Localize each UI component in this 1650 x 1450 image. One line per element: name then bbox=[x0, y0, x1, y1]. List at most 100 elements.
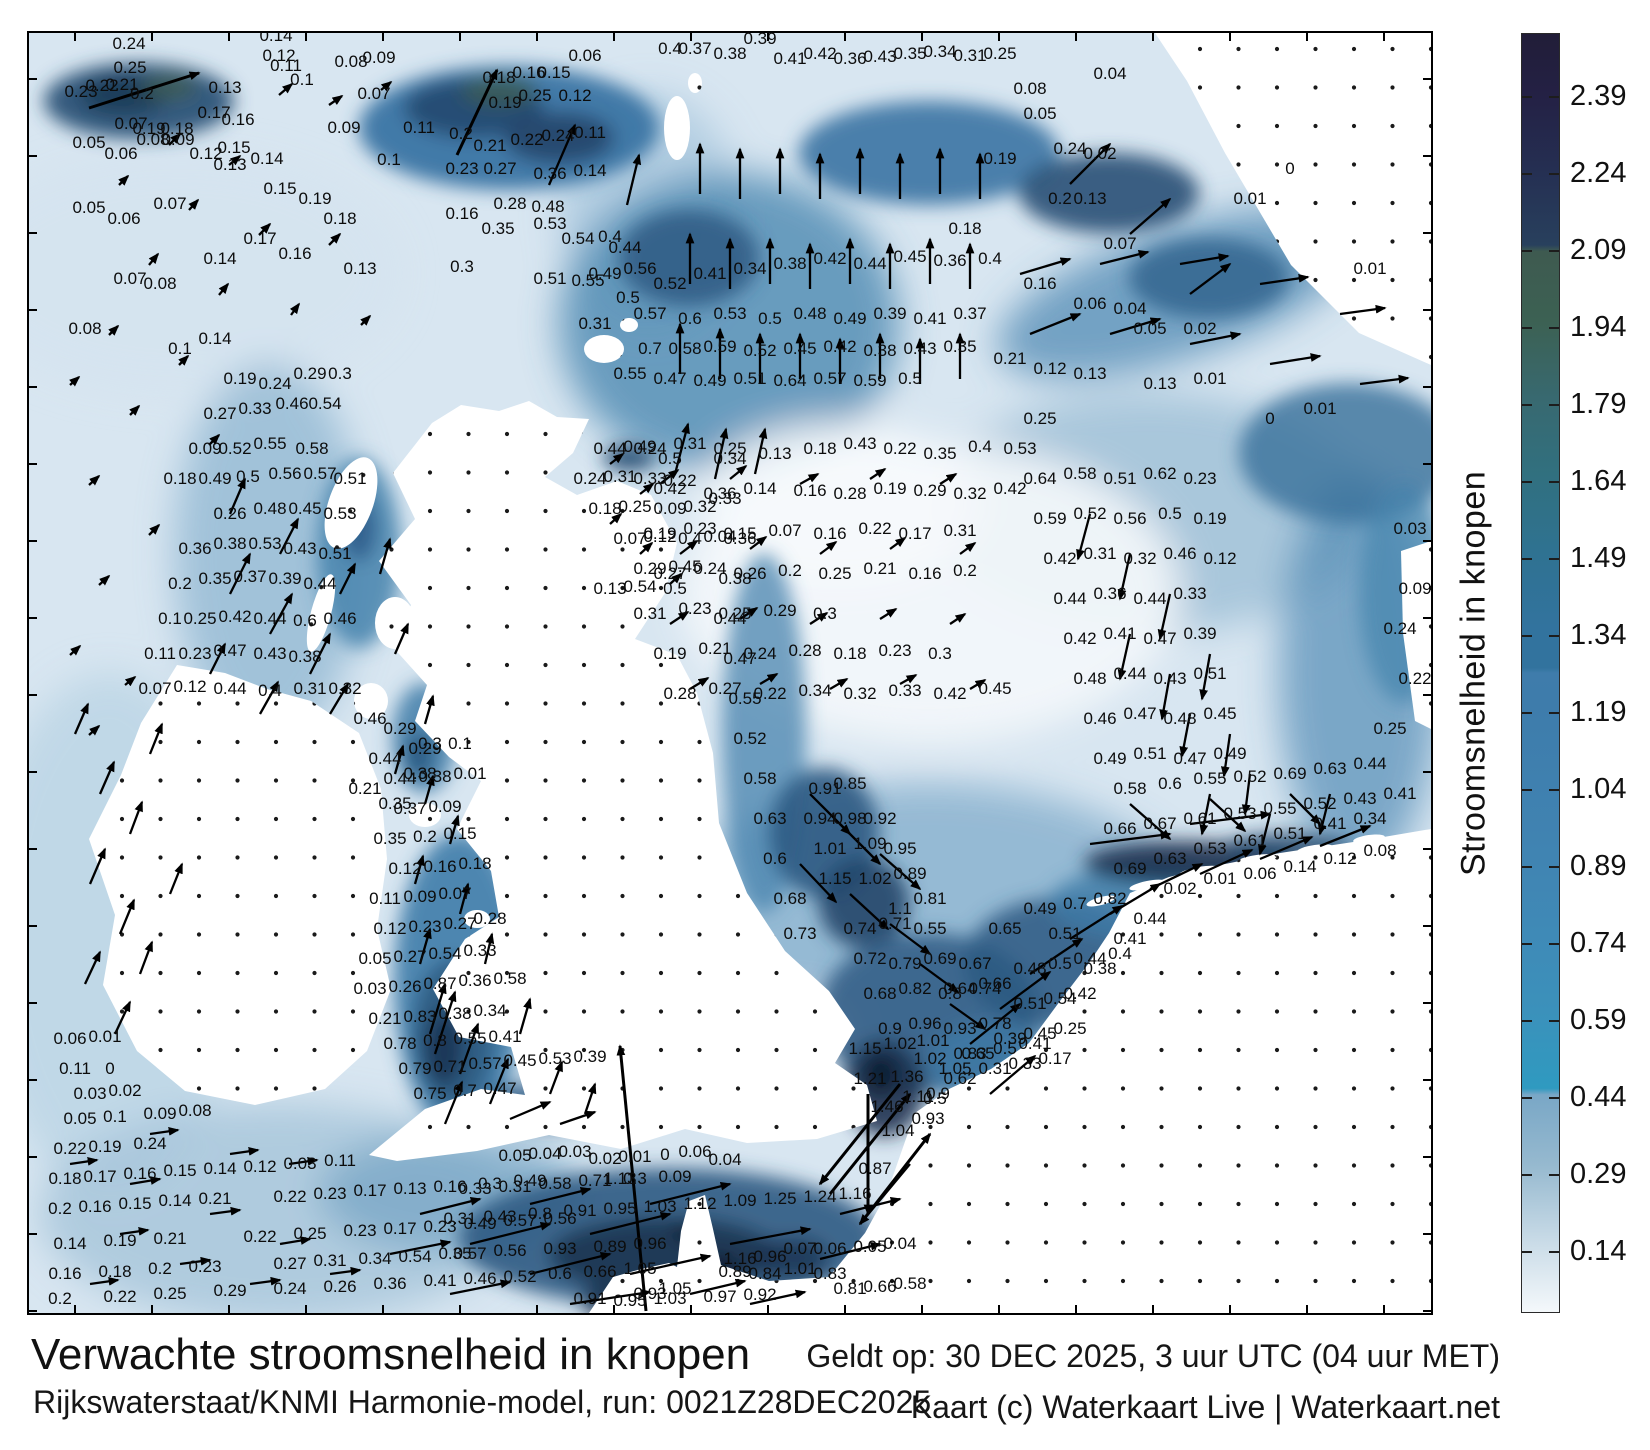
current-arrow bbox=[1317, 793, 1332, 836]
speed-label: 0.42 bbox=[993, 479, 1026, 498]
colorbar-tick bbox=[1549, 789, 1559, 791]
speed-label: 0.52 bbox=[653, 274, 686, 293]
speed-label: 0.49 bbox=[1093, 749, 1126, 768]
speed-label: 0.91 bbox=[808, 779, 841, 798]
speed-label: 0.51 bbox=[318, 544, 351, 563]
speed-label: 0.78 bbox=[383, 1034, 416, 1053]
current-arrow bbox=[148, 523, 161, 536]
speed-label: 0.24 bbox=[258, 374, 291, 393]
speed-label: 0.47 bbox=[1143, 629, 1176, 648]
speed-label: 0.13 bbox=[758, 444, 791, 463]
speed-label: 0.55 bbox=[571, 271, 604, 290]
speed-label: 0.22 bbox=[883, 439, 916, 458]
current-arrow bbox=[113, 1000, 132, 1035]
speed-label: 0.91 bbox=[563, 1201, 596, 1220]
colorbar-tick bbox=[1549, 712, 1559, 714]
colorbar-tick bbox=[1549, 481, 1559, 483]
speed-label: 0.04 bbox=[1093, 64, 1126, 83]
speed-label: 0.19 bbox=[488, 93, 521, 112]
speed-label: 0.23 bbox=[188, 1257, 221, 1276]
speed-label: 0.41 bbox=[423, 1271, 456, 1290]
speed-label: 0.6 bbox=[1158, 774, 1182, 793]
speed-label: 0.58 bbox=[668, 339, 701, 358]
speed-label: 0.24 bbox=[1053, 139, 1086, 158]
speed-label: 0.01 bbox=[1353, 259, 1386, 278]
colorbar-tick bbox=[1522, 635, 1532, 637]
speed-label: 0.02 bbox=[108, 1081, 141, 1100]
speed-label: 0.31 bbox=[978, 1059, 1011, 1078]
speed-label: 0.18 bbox=[948, 219, 981, 238]
speed-label: 0.56 bbox=[1113, 509, 1146, 528]
speed-label: 0.01 bbox=[1303, 399, 1336, 418]
speed-label: 0.13 bbox=[1073, 189, 1106, 208]
speed-label: 0.36 bbox=[703, 484, 736, 503]
speed-label: 0.07 bbox=[113, 269, 146, 288]
speed-label: 1.01 bbox=[813, 839, 846, 858]
colorbar-tick bbox=[1522, 173, 1532, 175]
colorbar-tick-label: 1.64 bbox=[1570, 465, 1627, 497]
speed-label: 0.67 bbox=[958, 954, 991, 973]
speed-label: 0.38 bbox=[863, 341, 896, 360]
speed-label: 0.55 bbox=[728, 689, 761, 708]
current-arrow bbox=[729, 1226, 812, 1246]
speed-label: 0.51 bbox=[1013, 994, 1046, 1013]
speed-label: 0.21 bbox=[863, 559, 896, 578]
speed-label: 0.71 bbox=[578, 1171, 611, 1190]
speed-label: 0.12 bbox=[262, 46, 295, 65]
speed-label: 0.33 bbox=[708, 489, 741, 508]
current-arrow bbox=[749, 536, 768, 550]
speed-label: 0.31 bbox=[313, 1251, 346, 1270]
speed-label: 0.28 bbox=[833, 484, 866, 503]
current-arrow bbox=[128, 800, 144, 835]
speed-label: 0.07 bbox=[357, 84, 390, 103]
current-arrow bbox=[1189, 331, 1242, 346]
current-arrow bbox=[209, 1206, 242, 1216]
speed-label: 0.18 bbox=[482, 68, 515, 87]
speed-label: 0 bbox=[105, 1059, 114, 1078]
land-norway bbox=[1155, 33, 1431, 365]
speed-label: 0.93 bbox=[543, 1239, 576, 1258]
current-arrow bbox=[328, 232, 342, 246]
current-arrow bbox=[148, 252, 160, 266]
current-arrow bbox=[749, 1289, 807, 1306]
speed-label: 0.25 bbox=[1023, 409, 1056, 428]
speed-label: 0.56 bbox=[543, 1209, 576, 1228]
speed-label: 1.05 bbox=[938, 1059, 971, 1078]
speed-label: 0.18 bbox=[588, 499, 621, 518]
speed-label: 0.23 bbox=[343, 1221, 376, 1240]
speed-label: 0.53 bbox=[1003, 439, 1036, 458]
current-arrow bbox=[69, 1157, 99, 1166]
speed-label: 0.29 bbox=[763, 601, 796, 620]
current-arrow bbox=[433, 990, 457, 1055]
colorbar-tick-label: 1.04 bbox=[1570, 773, 1627, 805]
current-arrow bbox=[1117, 633, 1132, 681]
speed-label: 0.1 bbox=[377, 150, 401, 169]
current-arrow bbox=[1109, 317, 1162, 336]
speed-label: 0.92 bbox=[863, 809, 896, 828]
speed-label: 0.44 bbox=[853, 254, 886, 273]
current-arrow bbox=[393, 744, 405, 775]
speed-label: 0.03 bbox=[558, 1142, 591, 1161]
speed-label: 0.38 bbox=[403, 764, 436, 783]
speed-label: 0.15 bbox=[263, 179, 296, 198]
speed-label: 0.57 bbox=[303, 464, 336, 483]
speed-label: 0.13 bbox=[1143, 374, 1176, 393]
current-arrow bbox=[529, 1251, 612, 1276]
speed-label: 0.53 bbox=[533, 214, 566, 233]
speed-label: 0.52 bbox=[218, 439, 251, 458]
current-arrow bbox=[989, 1054, 1037, 1095]
land-ireland bbox=[89, 665, 391, 1105]
current-arrow bbox=[689, 1278, 747, 1296]
speed-label: 0.35 bbox=[373, 829, 406, 848]
speed-label: 0.11 bbox=[403, 118, 435, 137]
speed-label: 0.26 bbox=[323, 1277, 356, 1296]
speed-label: 0.12 bbox=[189, 144, 222, 163]
speed-label: 0.19 bbox=[132, 119, 165, 138]
current-arrow bbox=[329, 682, 349, 715]
current-arrow bbox=[258, 680, 280, 715]
speed-label: 0.48 bbox=[793, 304, 826, 323]
speed-label: 0.09 bbox=[1398, 579, 1431, 598]
colorbar-tick bbox=[1549, 558, 1559, 560]
speed-label: 0.2 bbox=[130, 84, 154, 103]
speed-label: 0.36 bbox=[458, 971, 491, 990]
